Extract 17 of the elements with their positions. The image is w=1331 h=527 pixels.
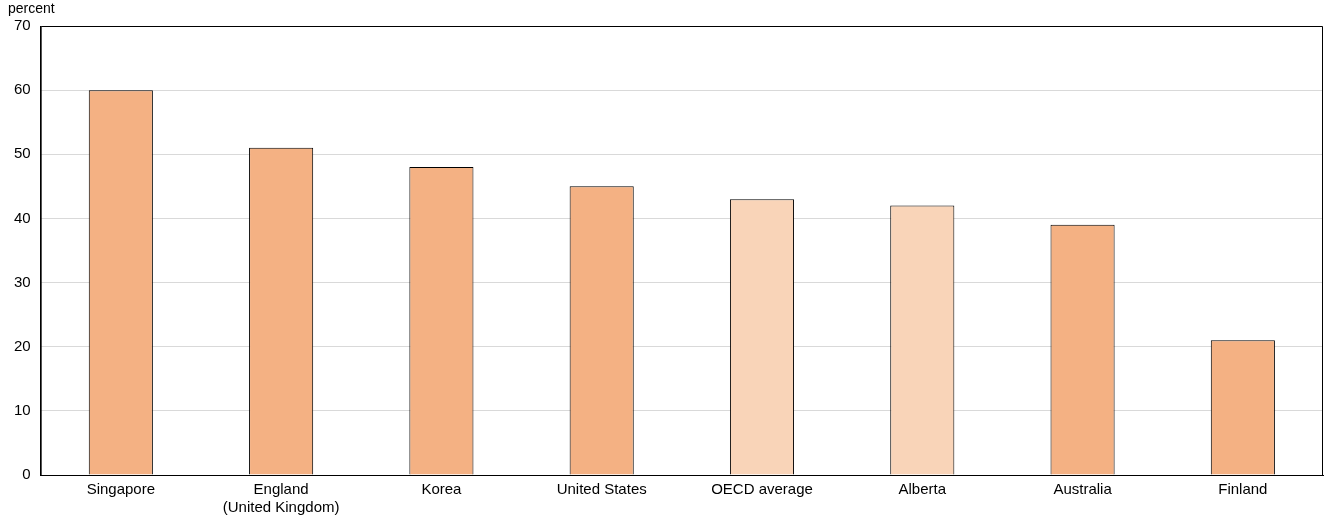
x-tick-label: Korea (421, 480, 463, 498)
x-tick-label: OECD average (711, 480, 813, 498)
x-tick-label: Australia (1053, 480, 1113, 498)
y-axis-title: percent (8, 0, 55, 16)
y-tick-label: 0 (22, 465, 31, 483)
y-tick-label: 60 (14, 80, 31, 98)
x-tick-label: England (United Kingdom) (222, 480, 340, 516)
x-tick-label: Alberta (898, 480, 947, 498)
x-tick-label: Finland (1218, 480, 1268, 498)
x-tick-label: United States (556, 480, 647, 498)
y-tick-label: 10 (14, 401, 31, 418)
y-tick-label: 40 (14, 208, 31, 226)
y-tick-label: 70 (14, 16, 31, 34)
y-tick-label: 30 (14, 272, 31, 290)
y-tick-label: 50 (14, 144, 31, 162)
y-tick-label: 20 (14, 336, 31, 354)
x-tick-label: Singapore (86, 480, 156, 498)
